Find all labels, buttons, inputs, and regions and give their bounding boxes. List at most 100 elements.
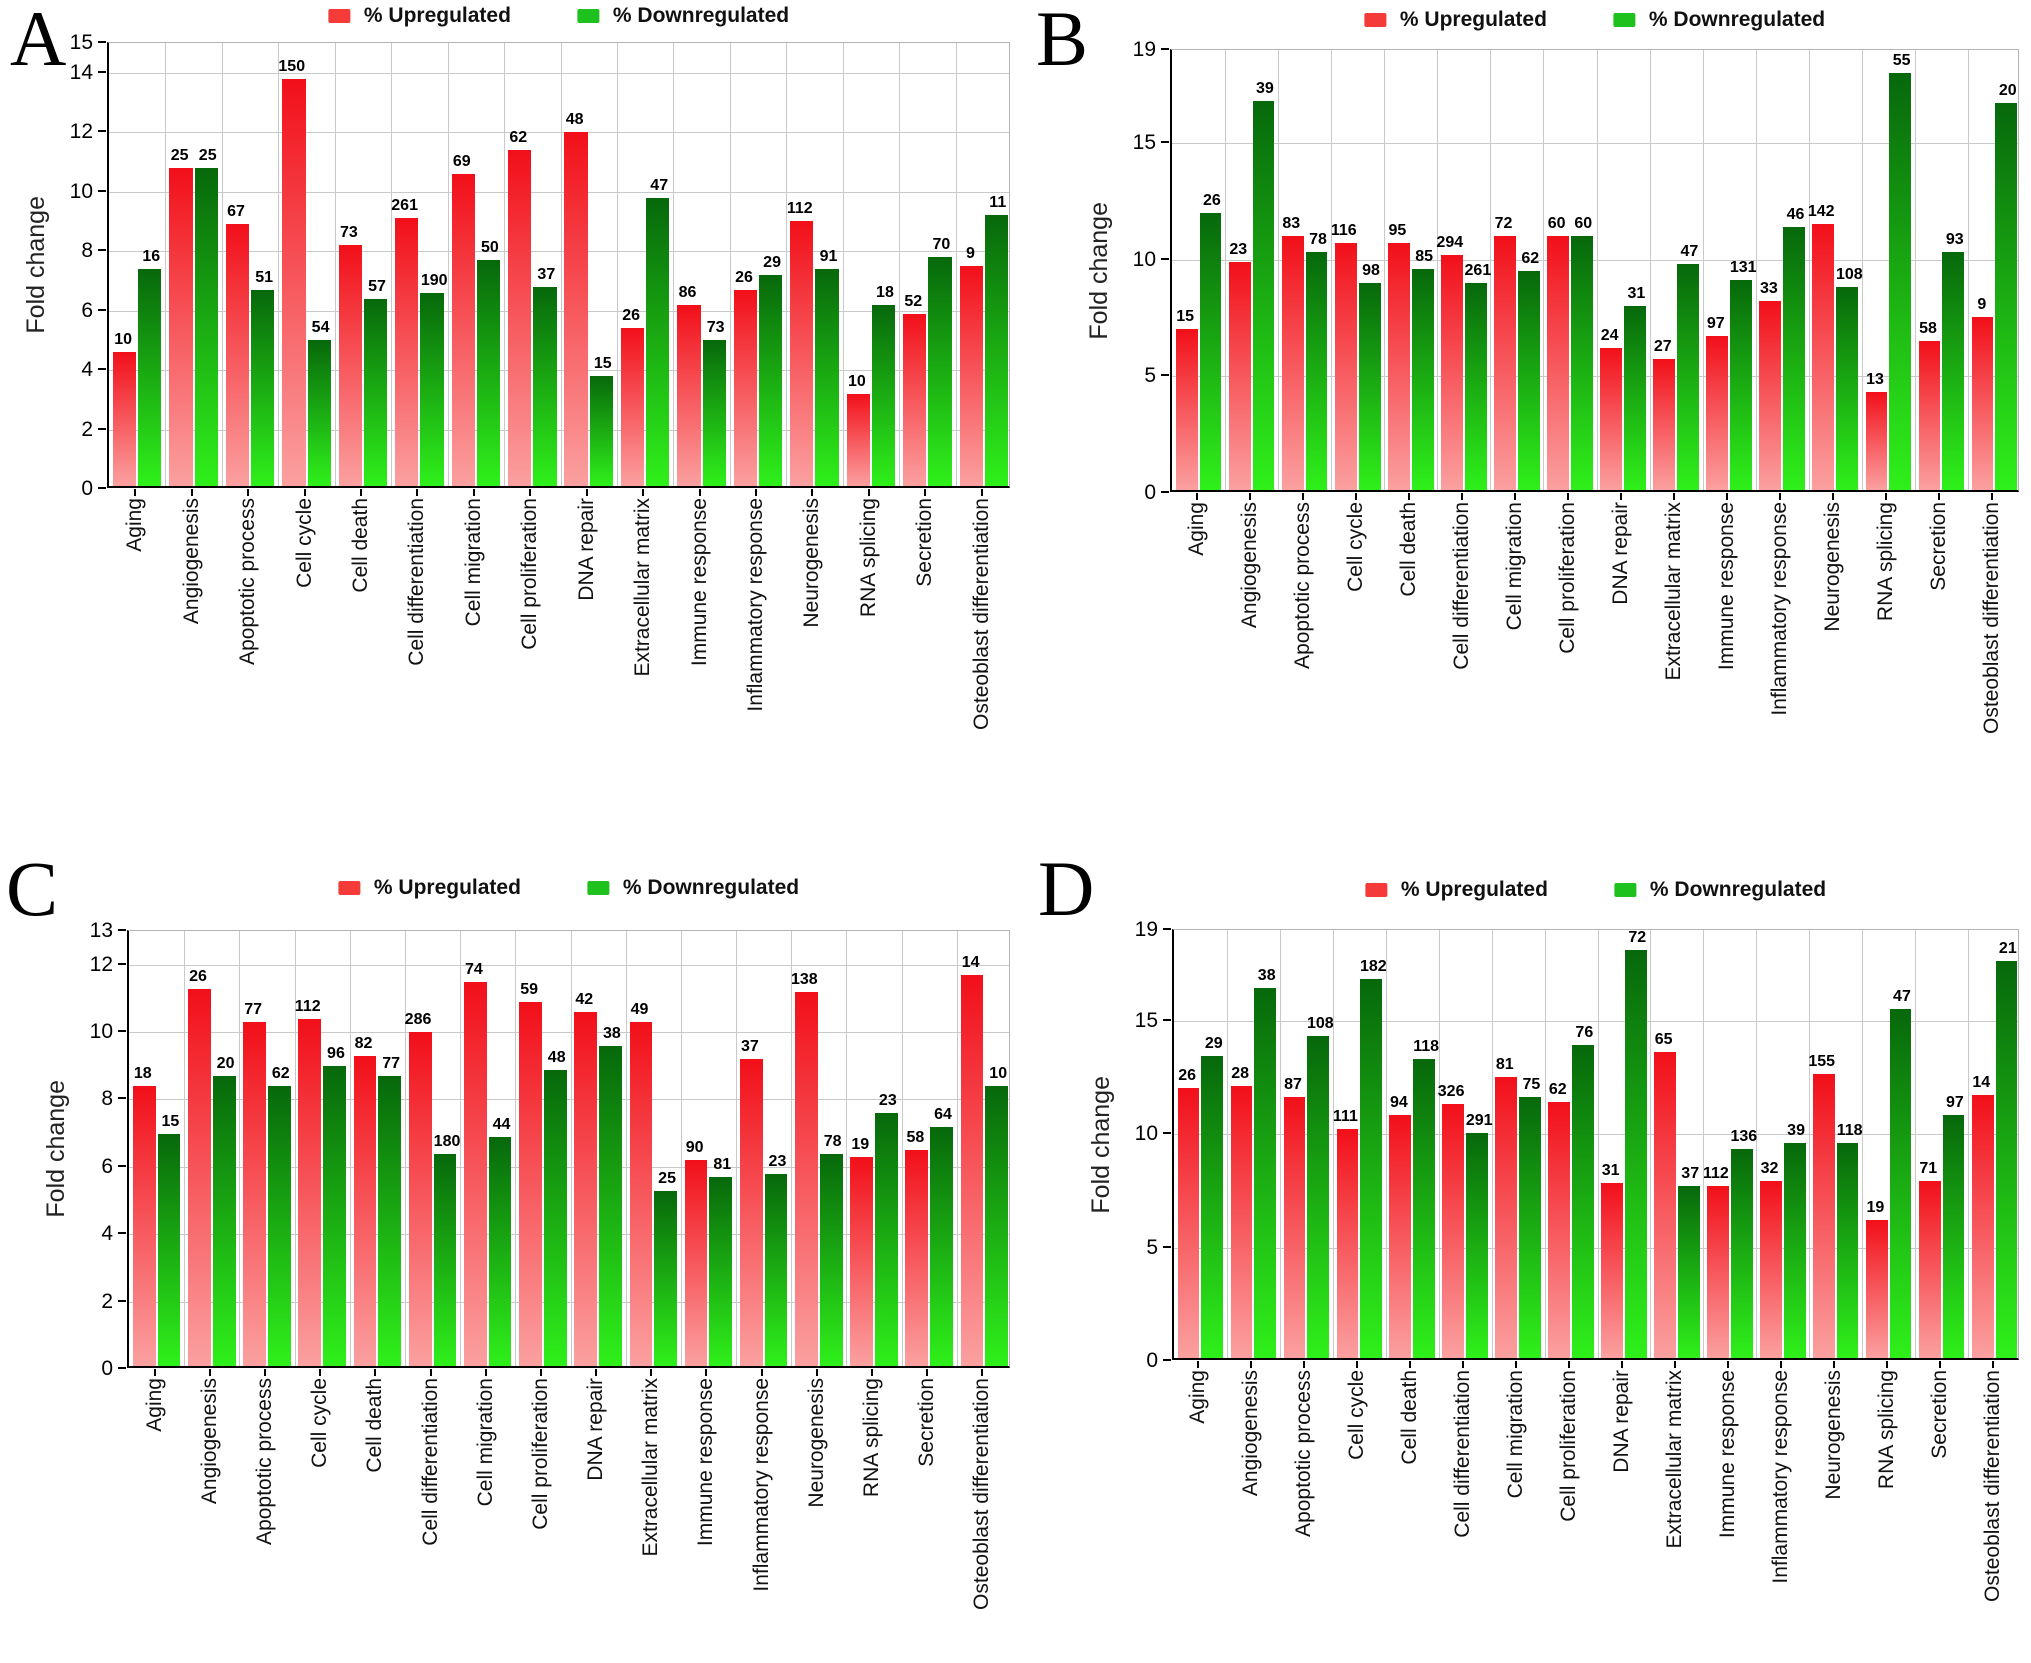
bar-value-label: 52 [904,292,923,310]
gridline-vertical [221,43,223,486]
x-tick-mark [1250,1361,1253,1368]
x-category-label: Immune response [1715,502,1739,671]
x-tick-mark [303,489,306,496]
x-tick-mark [650,1369,653,1376]
legend-downregulated-swatch [576,9,599,23]
bar-downregulated-extracellular-matrix [1677,263,1699,490]
bar-downregulated-aging [157,1133,181,1366]
legend-downregulated-label: % Downregulated [612,4,790,27]
bar-value-label: 20 [1998,81,2017,99]
x-category-label: Cell differentiation [418,1378,442,1546]
x-category-label: Osteoblast differentiation [969,498,993,730]
bar-downregulated-cell-proliferation [543,1069,567,1366]
y-tick-label: 19 [1134,918,1158,941]
bar-value-label: 261 [391,197,418,215]
bar-downregulated-osteoblast-differentiation [985,1086,1009,1366]
bar-value-label: 57 [368,277,386,295]
x-tick-mark [1462,1361,1465,1368]
x-category-label: RNA splicing [1874,502,1898,622]
x-tick-mark [585,489,588,496]
bar-downregulated-cell-death [378,1076,402,1366]
bar-downregulated-rna-splicing [875,1113,898,1366]
bar-upregulated-extracellular-matrix [1653,359,1676,490]
gridline-vertical [956,931,958,1366]
y-axis-title-box: Fold change [19,42,53,488]
gridline-horizontal [129,1032,1009,1034]
x-tick-mark [1832,493,1835,500]
bar-downregulated-immune-response [702,340,726,486]
y-tick-label: 4 [101,1222,113,1246]
bar-value-label: 75 [1522,1076,1541,1094]
bar-value-label: 74 [465,960,483,978]
y-tick-label: 15 [1134,1008,1158,1032]
gridline-vertical [1650,930,1652,1358]
bar-value-label: 62 [509,129,528,147]
bar-downregulated-cell-proliferation [1572,1044,1594,1358]
bar-value-label: 38 [1257,967,1276,985]
x-category-label: Neurogenesis [804,1378,828,1508]
x-tick-mark [1195,493,1198,500]
bar-value-label: 136 [1730,1128,1758,1146]
x-tick-mark [1515,1361,1518,1368]
x-category-label: Cell death [363,1378,387,1473]
bar-value-label: 48 [565,111,584,129]
x-tick-mark [263,1369,266,1376]
x-category-label: Neurogenesis [1821,502,1845,632]
legend-downregulated-label: % Downregulated [622,876,800,899]
bar-upregulated-secretion [905,1150,929,1366]
x-tick-mark [529,489,532,496]
gridline-vertical [1385,930,1387,1358]
bar-value-label: 64 [934,1105,952,1123]
y-tick-label: 12 [69,120,93,144]
gridline-vertical [1596,50,1598,490]
gridline-vertical [1438,930,1440,1358]
panel-letter-d: D [1038,845,1095,932]
bar-value-label: 50 [480,239,499,257]
gridline-horizontal [1174,1247,2018,1249]
bar-upregulated-aging [1177,1088,1200,1358]
x-category-label: Cell death [348,498,372,593]
bar-upregulated-cell-proliferation [1547,235,1569,490]
gridline-horizontal [1172,143,2018,145]
x-category-label: Extracellular matrix [631,498,655,677]
bar-value-label: 190 [420,271,448,289]
bar-downregulated-cell-proliferation [533,286,557,486]
bar-upregulated-cell-cycle [1334,242,1357,490]
gridline-vertical [504,43,506,486]
y-tick-label: 6 [101,1154,113,1178]
bar-upregulated-neurogenesis [1812,1074,1835,1358]
gridline-vertical [1332,930,1334,1358]
x-category-label: Extracellular matrix [639,1378,663,1557]
gridline-horizontal [109,191,1009,193]
bar-value-label: 78 [1309,231,1327,249]
bar-value-label: 72 [1494,214,1513,232]
y-tick-mark [98,368,106,371]
bar-value-label: 39 [1256,79,1274,97]
bar-upregulated-cell-differentiation [395,218,419,486]
bar-value-label: 58 [906,1129,925,1147]
bar-downregulated-secretion [1942,252,1965,490]
bar-downregulated-neurogenesis [1836,287,1859,490]
gridline-vertical [404,931,406,1366]
bar-value-label: 112 [294,997,321,1015]
bar-upregulated-cell-death [1387,242,1410,490]
bar-downregulated-rna-splicing [871,304,896,486]
gridline-horizontal [1172,259,2018,261]
y-tick-label: 5 [1144,364,1156,388]
bar-value-label: 97 [1706,315,1725,333]
x-tick-mark [247,489,250,496]
x-tick-mark [1991,493,1994,500]
gridline-vertical [1862,930,1864,1358]
gridline-vertical [1544,930,1546,1358]
y-tick-label: 19 [1132,38,1156,61]
gridline-horizontal [109,429,1009,431]
bar-value-label: 71 [1919,1160,1938,1178]
x-category-label: Neurogenesis [1821,1370,1845,1500]
bar-value-label: 28 [1231,1064,1249,1082]
x-category-label: Inflammatory response [1768,1370,1792,1584]
y-axis-title-box: Fold change [39,930,73,1368]
bar-value-label: 60 [1547,214,1566,232]
gridline-vertical [447,43,449,486]
x-category-label: Neurogenesis [800,498,824,628]
